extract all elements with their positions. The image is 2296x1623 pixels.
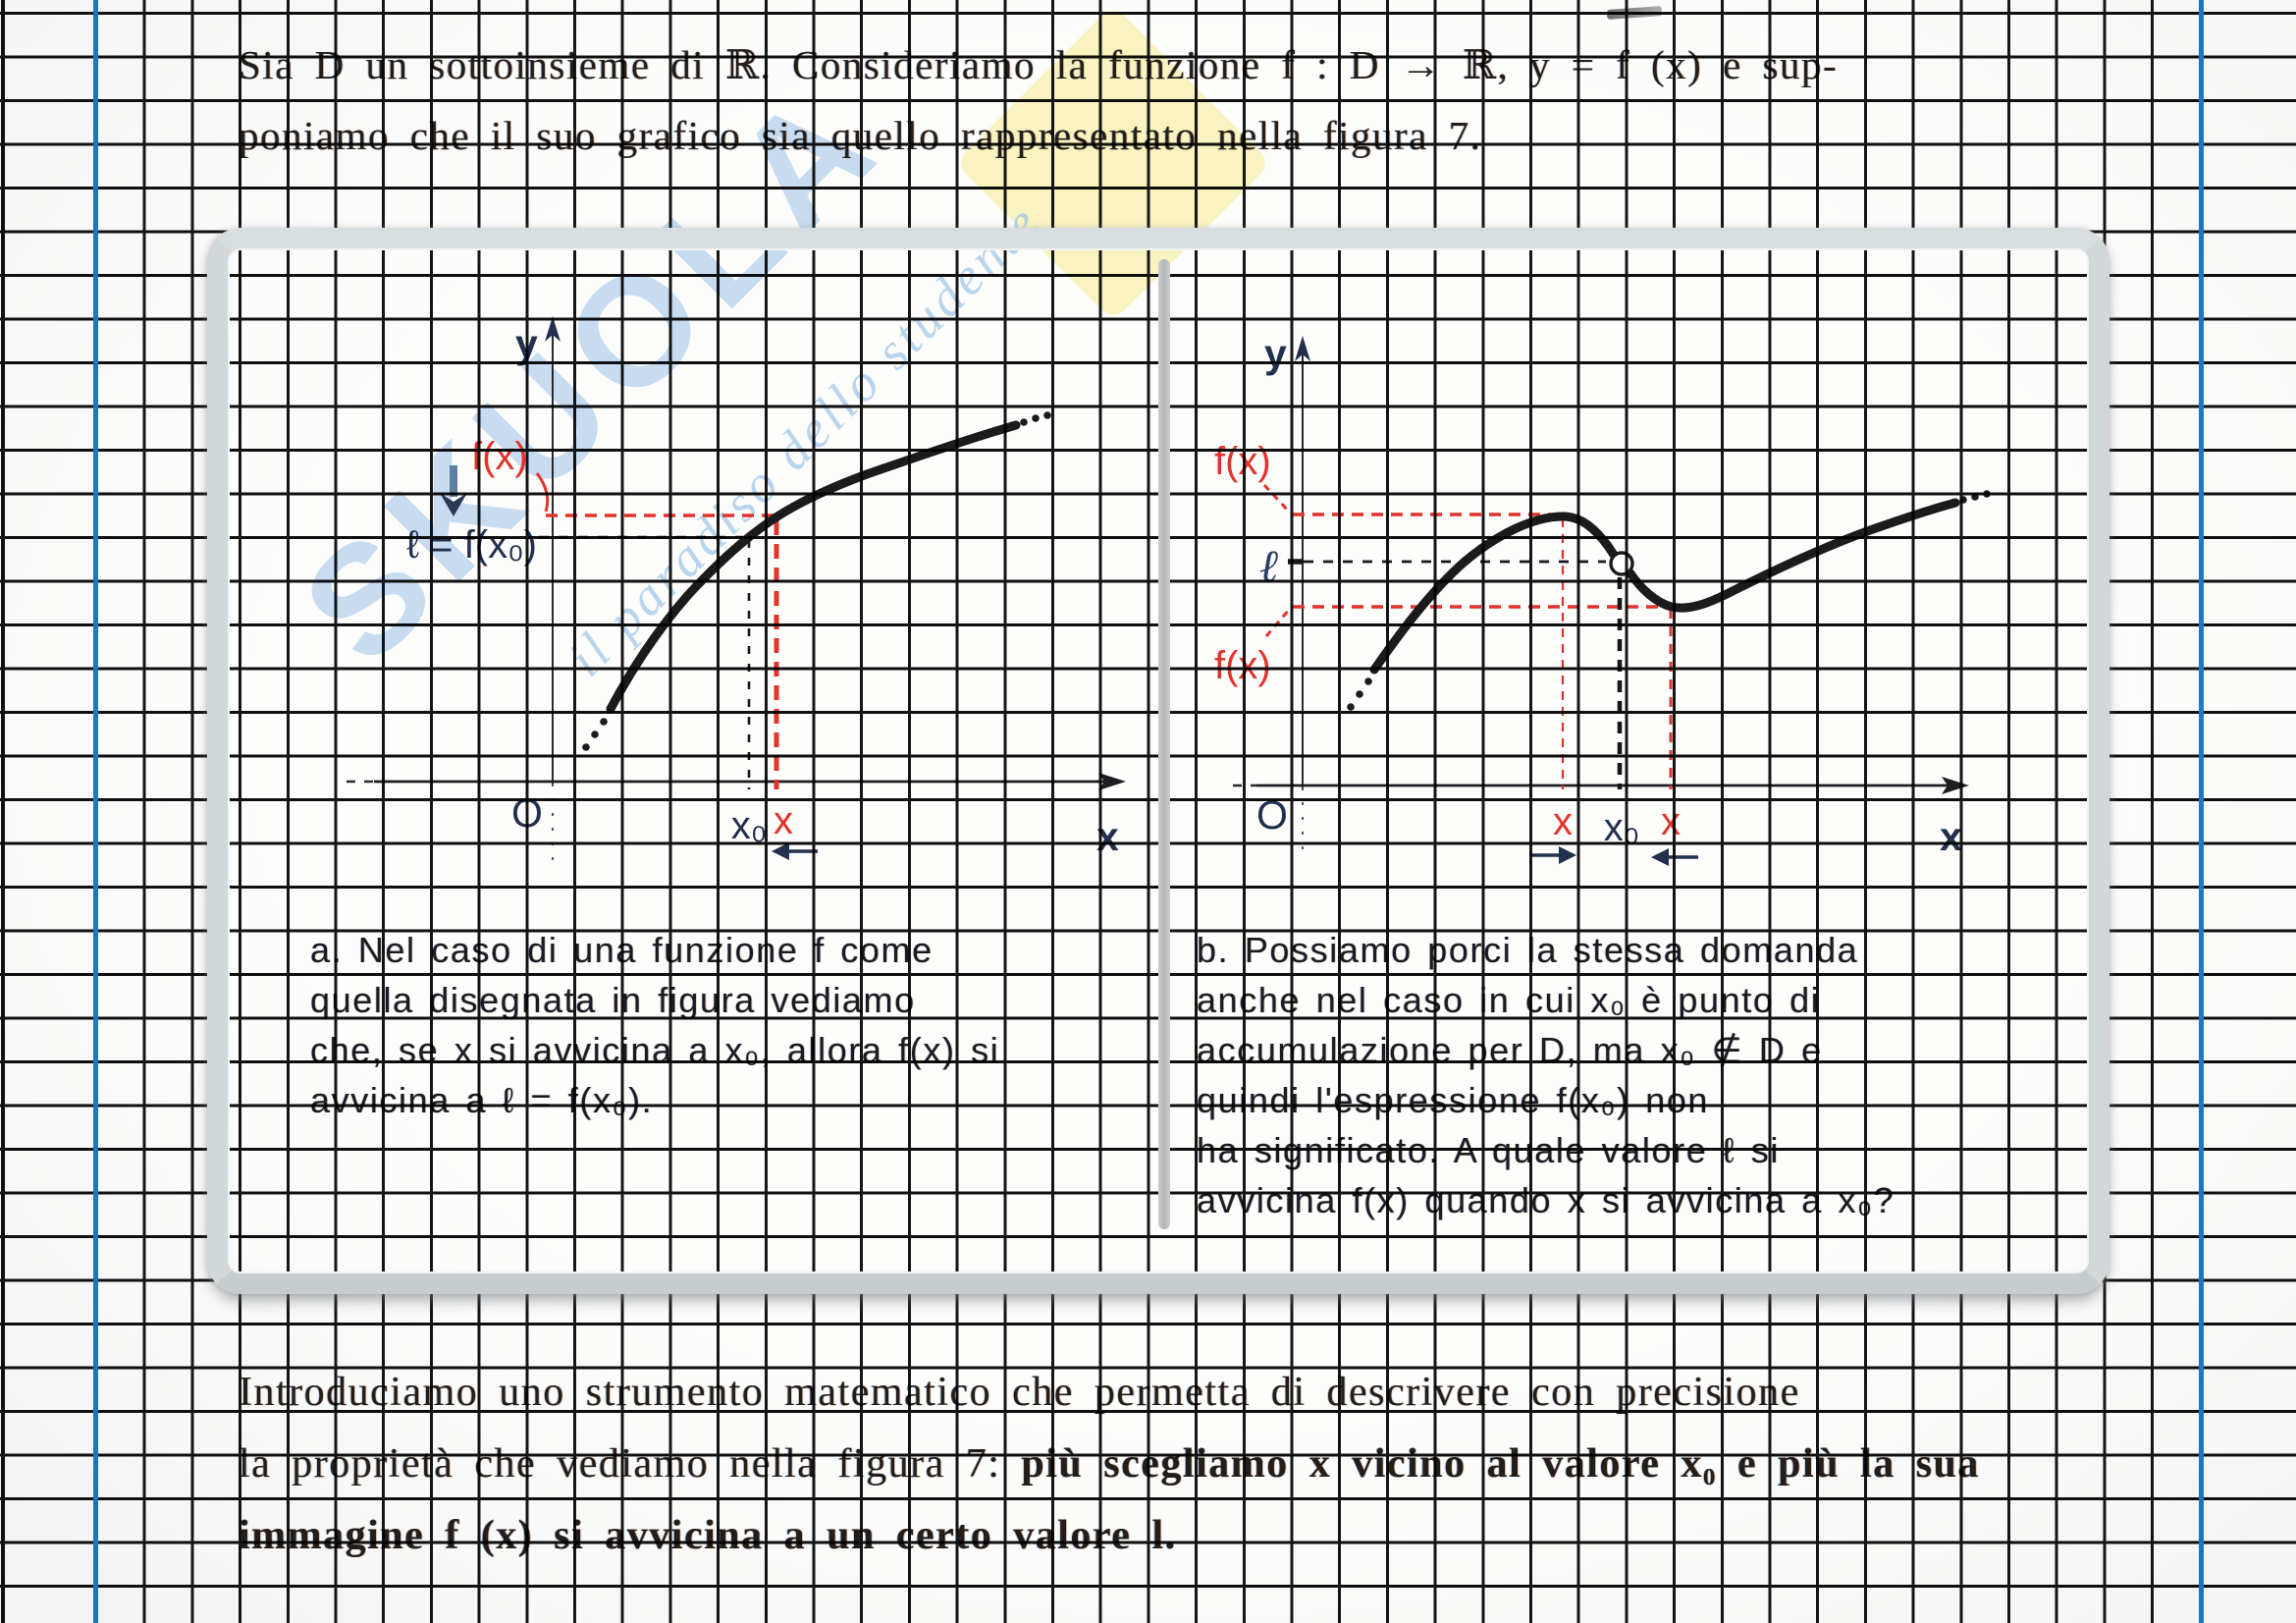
origin-label: O <box>511 790 543 836</box>
caption-line: avvicina f(x) quando x si avvicina a x₀? <box>1197 1180 1896 1220</box>
intro-line-2: poniamo che il suo grafico sia quello ra… <box>239 113 1482 158</box>
left-arrowhead-icon <box>1651 848 1669 866</box>
intro-paragraph: Sia D un sottoinsieme di ℝ. Consideriamo… <box>239 29 2104 171</box>
closing-paragraph: Introduciamo uno strumento matematico ch… <box>239 1357 2104 1572</box>
right-arrowhead-icon <box>1559 846 1576 864</box>
closing-line-3-bold: immagine f (x) si avvicina a un certo va… <box>239 1513 1177 1558</box>
caption-line: che, se x si avvicina a x₀, allora f(x) … <box>310 1030 1000 1070</box>
origin-label: O <box>1256 792 1288 838</box>
left-arrowhead-icon <box>772 842 789 860</box>
fx-upper-label: f(x) <box>1214 440 1271 483</box>
fx-upper-pointer-line <box>1262 483 1292 514</box>
x-axis-label: x <box>1940 814 1962 859</box>
fx-pointer-line <box>535 472 550 513</box>
panel-b-graph: y x O f(x) ℓ f(x) x x₀ x <box>1214 331 1991 866</box>
caption-line: accumulazione per D, ma x₀ ∉ D e <box>1197 1030 1823 1070</box>
x-tick-label: x <box>774 799 793 842</box>
function-curve-left-branch <box>1369 512 1619 675</box>
x-axis-label: x <box>1096 814 1119 859</box>
limit-label: ℓ <box>1259 539 1279 592</box>
panel-a-caption: a. Nel caso di una funzione f come quell… <box>310 925 999 1125</box>
limit-label: ℓ = f(x₀) <box>406 523 537 567</box>
panel-b-caption: b. Possiamo porci la stessa domanda anch… <box>1197 925 1895 1225</box>
caption-line: ha significato. A quale valore ℓ si <box>1197 1130 1780 1170</box>
closing-line-2-bold: più scegliamo x vicino al valore x₀ e pi… <box>1021 1441 1980 1487</box>
fx-lower-pointer-line <box>1264 608 1292 637</box>
caption-line: quella disegnata in figura vediamo <box>310 980 916 1020</box>
x-right-tick-label: x <box>1661 800 1681 843</box>
function-curve <box>606 420 1021 714</box>
closing-line-1: Introduciamo uno strumento matematico ch… <box>239 1370 1800 1415</box>
caption-line: a. Nel caso di una funzione f come <box>310 930 934 970</box>
figure-panel-divider <box>1158 259 1170 1229</box>
curve-continuation-dots <box>582 411 1051 751</box>
fx-lower-label: f(x) <box>1214 644 1271 687</box>
fx-label: f(x) <box>471 435 528 478</box>
y-axis-label: y <box>515 321 538 366</box>
caption-line: quindi l'espressione f(x₀) non <box>1197 1080 1710 1120</box>
x-left-tick-label: x <box>1553 800 1573 843</box>
caption-line: avvicina a ℓ = f(x₀). <box>310 1080 654 1120</box>
x0-tick-label: x₀ <box>731 804 768 847</box>
panel-a-graph: y x O f(x) ℓ = f(x₀) x₀ x <box>347 316 1126 862</box>
intro-line-1: Sia D un sottoinsieme di ℝ. Consideriamo… <box>239 42 1839 87</box>
caption-line: anche nel caso in cui x₀ è punto di <box>1197 980 1821 1020</box>
closing-line-2: la proprietà che vediamo nella figura 7:… <box>239 1429 2104 1500</box>
closing-line-3: immagine f (x) si avvicina a un certo va… <box>239 1500 2104 1572</box>
excluded-point-hole <box>1609 551 1634 576</box>
function-curve-right-branch <box>1626 498 1960 613</box>
y-axis-label: y <box>1264 331 1287 376</box>
x0-tick-label: x₀ <box>1604 806 1640 849</box>
caption-line: b. Possiamo porci la stessa domanda <box>1197 930 1859 970</box>
closing-line-2-regular: la proprietà che vediamo nella figura 7: <box>239 1441 1022 1487</box>
